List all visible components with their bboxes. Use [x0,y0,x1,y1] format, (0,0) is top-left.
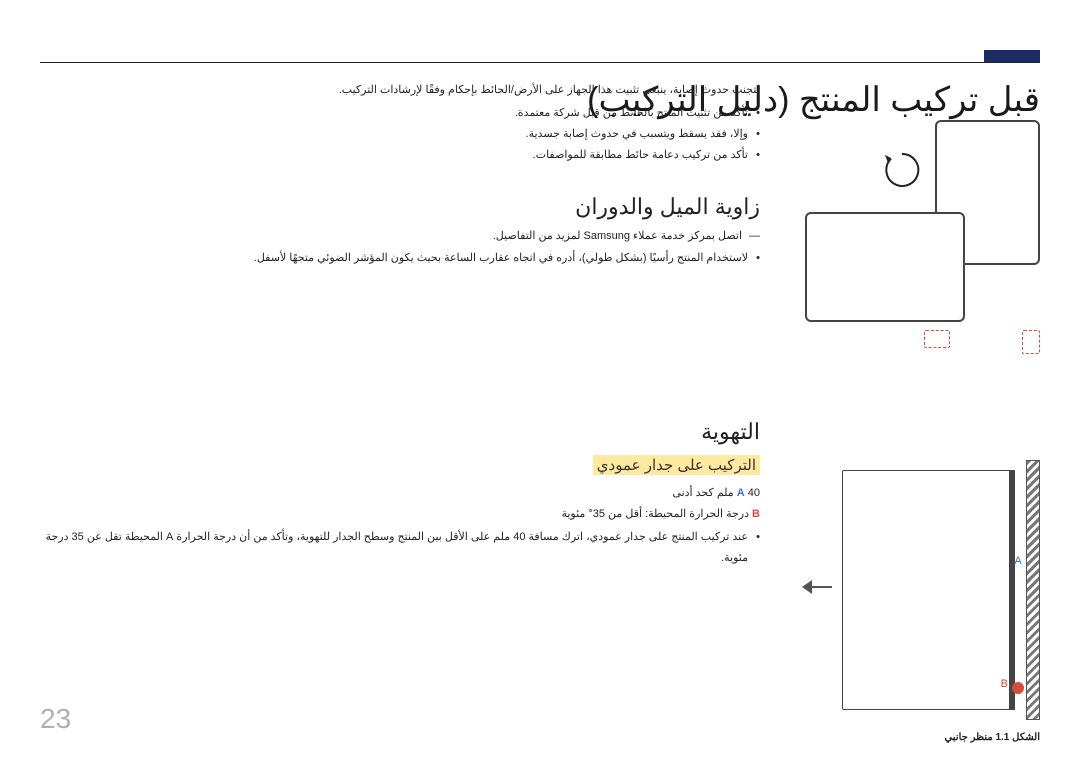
tilt-heading: زاوية الميل والدوران [40,194,760,220]
tilt-note: اتصل بمركز خدمة عملاء Samsung لمزيد من ا… [40,226,760,247]
label-a-text: 40 ملم كحد أدنى [672,487,760,499]
orientation-diagram [800,120,1040,370]
vent-subheading: التركيب على جدار عمودي [593,455,760,475]
vent-bullets: عند تركيب المنتج على جدار عمودي، اترك مس… [40,527,760,569]
vent-line-b: B درجة الحرارة المحيطة: أقل من 35° مئوية [40,504,760,525]
airflow-arrow-icon [802,580,832,594]
label-b: B [752,508,760,520]
figures-column: A B الشكل 1.1 منظر جانبي [790,120,1040,745]
page-number: 23 [40,703,71,735]
gap-a-label: A [1014,555,1021,567]
sensor-landscape-icon [924,330,950,348]
label-a: A [737,487,745,499]
text-column: لتجنب حدوث إصابة، ينبغي تثبيت هذا الجهاز… [40,80,760,569]
figure-caption: الشكل 1.1 منظر جانبي [944,732,1040,743]
intro-bullet: تأكد من تركيب دعامة حائط مطابقة للمواصفا… [40,145,760,166]
tilt-bullet: لاستخدام المنتج رأسيًا (بشكل طولي)، أدره… [40,248,760,269]
vent-bullet: عند تركيب المنتج على جدار عمودي، اترك مس… [40,527,760,569]
wall-hatch-icon [1026,460,1040,720]
corner-accent [984,50,1040,62]
label-b-text: درجة الحرارة المحيطة: أقل من 35° مئوية [561,508,749,520]
vent-line-a: A 40 ملم كحد أدنى [40,483,760,504]
device-landscape-outline [805,212,965,322]
intro-bullet: وإلا، فقد يسقط ويتسبب في حدوث إصابة جسدي… [40,124,760,145]
sensor-portrait-icon [1022,330,1040,354]
side-view-diagram: A B الشكل 1.1 منظر جانبي [800,460,1040,745]
vent-heading: التهوية [40,419,760,445]
intro-lead: لتجنب حدوث إصابة، ينبغي تثبيت هذا الجهاز… [40,80,760,101]
intro-bullet: تأكد من تثبيت المنتج بالحائط من قبل شركة… [40,103,760,124]
gap-a-marker: A [1012,555,1024,571]
rotate-icon [882,150,922,190]
gap-b-label: B [1001,678,1008,690]
device-side-outline [842,470,1012,710]
tilt-bullets: لاستخدام المنتج رأسيًا (بشكل طولي)، أدره… [40,248,760,269]
gap-b-marker [1012,682,1024,694]
top-rule [40,62,1040,63]
intro-bullets: تأكد من تثبيت المنتج بالحائط من قبل شركة… [40,103,760,166]
page-content: قبل تركيب المنتج (دليل التركيب) A B الشك… [40,80,1040,723]
